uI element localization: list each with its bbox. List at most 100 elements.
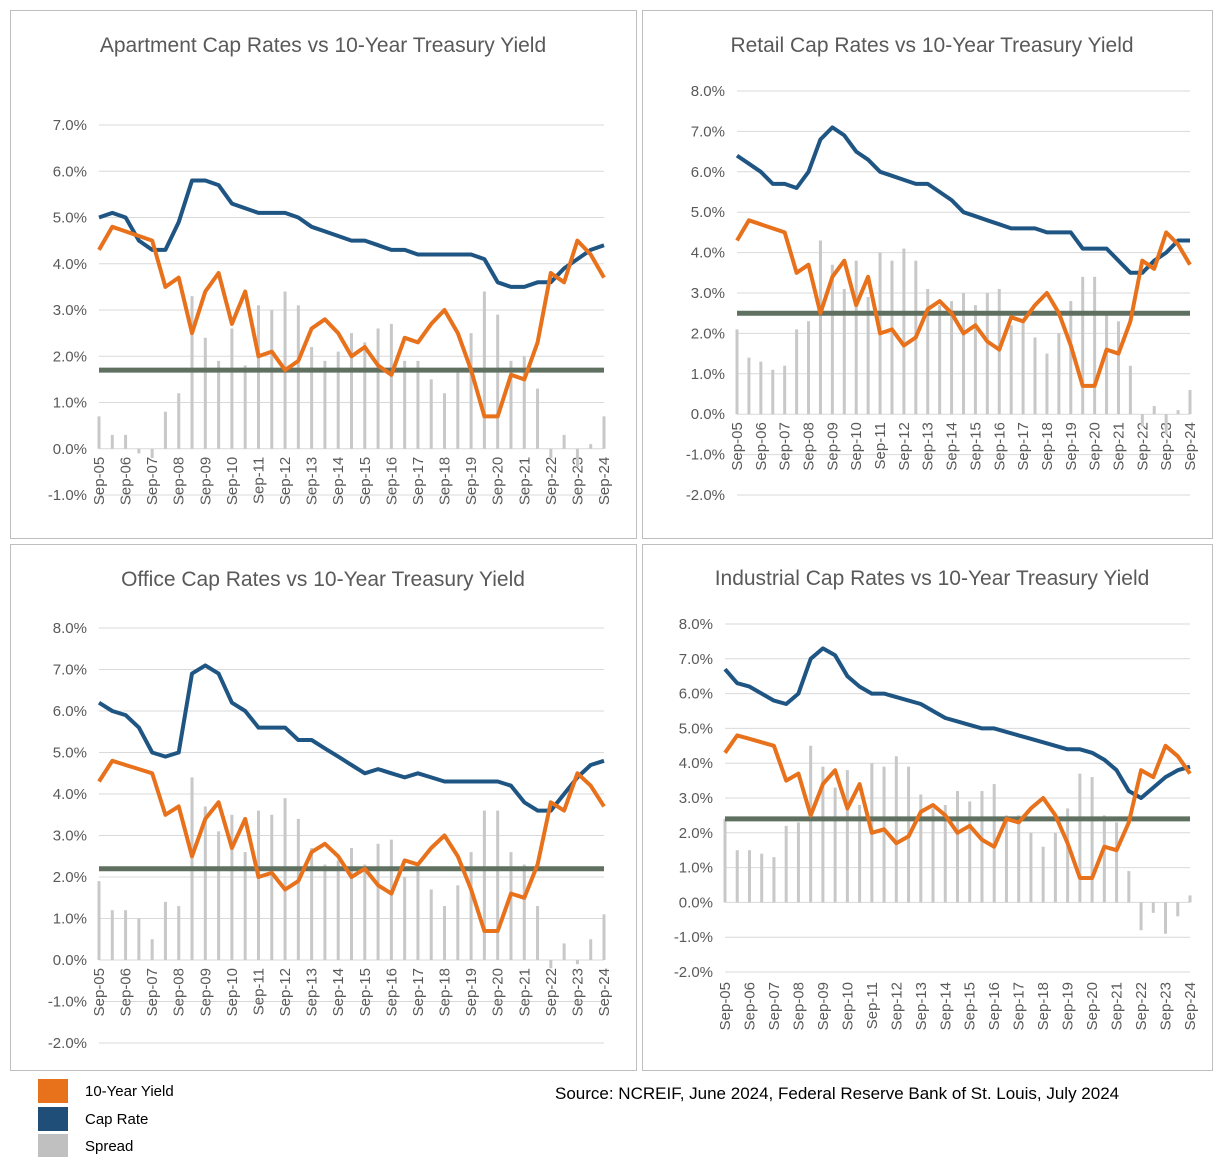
y-tick-label: 6.0% (53, 163, 87, 180)
spread-bar (562, 434, 566, 449)
series-line (735, 125, 1190, 275)
y-tick-label: 5.0% (679, 720, 713, 737)
spread-bar (842, 288, 846, 415)
spread-bar (882, 766, 886, 903)
x-tick-label: Sep-19 (1060, 982, 1077, 1030)
y-tick-label: 4.0% (53, 256, 87, 273)
y-tick-label: 4.0% (53, 786, 87, 803)
spread-bar (830, 264, 834, 415)
spread-bar (296, 305, 300, 449)
x-tick-label: Sep-23 (1158, 422, 1175, 470)
y-tick-label: 4.0% (691, 245, 725, 262)
spread-bar (1078, 773, 1082, 903)
x-tick-label: Sep-20 (490, 457, 507, 505)
spread-bar (270, 310, 274, 449)
spread-bar (783, 365, 787, 415)
x-tick-label: Sep-18 (437, 968, 454, 1016)
spread-bar (1164, 902, 1168, 934)
y-tick-label: 6.0% (53, 703, 87, 720)
x-tick-label: Sep-21 (1109, 982, 1126, 1030)
spread-bar (177, 906, 181, 960)
spread-bar (243, 365, 247, 449)
x-tick-label: Sep-12 (277, 968, 294, 1016)
spread-bar (429, 379, 433, 449)
series-line (723, 733, 1192, 880)
x-tick-label: Sep-16 (383, 968, 400, 1016)
spread-bar (973, 305, 977, 415)
spread-bar (809, 745, 813, 903)
spread-bar (536, 388, 540, 449)
spread-bar (496, 314, 500, 449)
spread-bar (230, 814, 234, 960)
x-tick-label: Sep-17 (410, 457, 427, 505)
spread-bar (1151, 902, 1155, 913)
x-tick-label: Sep-19 (463, 457, 480, 505)
spread-bar (818, 240, 822, 415)
spread-bar (1017, 815, 1021, 903)
y-tick-label: 3.0% (53, 302, 87, 319)
spread-bar (938, 305, 942, 415)
y-tick-label: 2.0% (53, 348, 87, 365)
spread-bar (150, 448, 154, 458)
series-line (97, 663, 605, 813)
spread-bar (602, 914, 606, 960)
y-tick-label: -1.0% (686, 447, 725, 464)
x-tick-label: Sep-20 (490, 968, 507, 1016)
spread-bar (575, 960, 579, 965)
spread-bar (310, 347, 314, 449)
series-line (98, 178, 605, 289)
spread-bar (137, 448, 141, 454)
spread-bar (456, 370, 460, 449)
spread-bar (1127, 871, 1131, 903)
y-tick-label: 8.0% (679, 616, 713, 633)
spread-bar (203, 337, 207, 449)
spread-bar (256, 305, 260, 449)
spread-bar (163, 411, 167, 449)
x-tick-label: Sep-21 (516, 968, 533, 1016)
x-tick-label: Sep-23 (1158, 982, 1175, 1030)
panel-border (642, 544, 1213, 1071)
y-tick-label: 2.0% (679, 825, 713, 842)
y-tick-label: -2.0% (674, 964, 713, 981)
spread-bar (336, 860, 340, 960)
spread-bar (496, 810, 500, 960)
x-tick-label: Sep-13 (304, 457, 321, 505)
x-tick-label: Sep-15 (357, 968, 374, 1016)
series-line (97, 758, 606, 933)
y-tick-label: -2.0% (686, 487, 725, 504)
y-tick-label: 8.0% (691, 83, 725, 100)
spread-bar (403, 877, 407, 960)
x-tick-label: Sep-07 (144, 968, 161, 1016)
x-tick-label: Sep-22 (1133, 982, 1150, 1030)
spread-bar (926, 288, 930, 415)
spread-bar (784, 825, 788, 903)
y-tick-label: 1.0% (679, 860, 713, 877)
legend-label: 10-Year Yield (85, 1083, 174, 1100)
x-tick-label: Sep-05 (91, 457, 108, 505)
chart-title: Apartment Cap Rates vs 10-Year Treasury … (99, 34, 547, 57)
x-tick-label: Sep-08 (790, 982, 807, 1030)
y-tick-label: 4.0% (679, 755, 713, 772)
spread-bar (1176, 410, 1180, 415)
spread-bar (1081, 276, 1085, 415)
x-tick-label: Sep-10 (848, 422, 865, 470)
spread-bar (956, 791, 959, 903)
y-tick-label: 0.0% (679, 894, 713, 911)
spread-bar (336, 351, 340, 449)
spread-bar (1021, 321, 1025, 415)
series-line (723, 646, 1191, 800)
x-tick-label: Sep-24 (596, 457, 613, 505)
spread-bar (943, 804, 947, 903)
y-tick-label: 3.0% (53, 828, 87, 845)
spread-bar (110, 910, 114, 960)
chart-title: Retail Cap Rates vs 10-Year Treasury Yie… (730, 34, 1134, 57)
spread-bar (363, 864, 367, 960)
spread-bar (747, 850, 751, 903)
spread-bar (456, 885, 460, 960)
x-tick-label: Sep-10 (839, 982, 856, 1030)
source-note: Source: NCREIF, June 2024, Federal Reser… (555, 1084, 1120, 1103)
spread-bar (549, 448, 553, 458)
y-tick-label: 6.0% (679, 686, 713, 703)
spread-bar (890, 260, 894, 415)
